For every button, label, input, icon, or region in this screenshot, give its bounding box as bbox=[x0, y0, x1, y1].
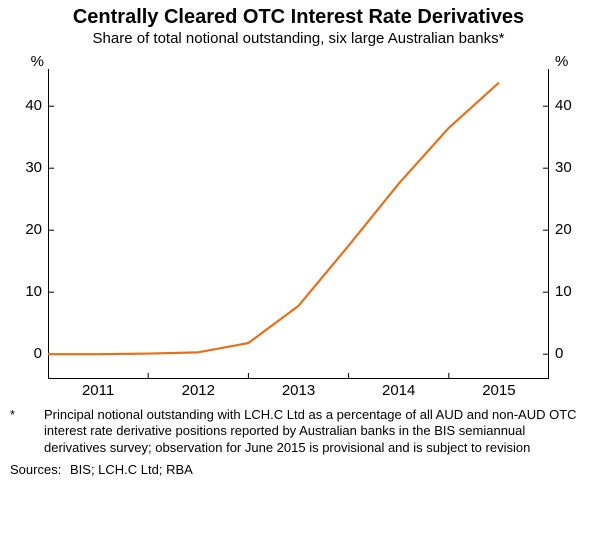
chart-title: Centrally Cleared OTC Interest Rate Deri… bbox=[10, 6, 587, 28]
footnote: * Principal notional outstanding with LC… bbox=[10, 407, 587, 456]
sources-text: BIS; LCH.C Ltd; RBA bbox=[70, 462, 193, 478]
sources-label: Sources: bbox=[10, 462, 70, 478]
y-tick-right: 0 bbox=[555, 345, 563, 362]
y-tick-left: 40 bbox=[10, 97, 42, 114]
y-tick-right: 40 bbox=[555, 97, 572, 114]
y-tick-left: 10 bbox=[10, 283, 42, 300]
chart-area: 0 0 10 10 20 20 30 30 40 40 2011 2012 2013 2014 2015%% bbox=[10, 51, 587, 401]
chart-svg bbox=[10, 51, 587, 401]
series-line bbox=[48, 83, 499, 355]
y-tick-right: 20 bbox=[555, 221, 572, 238]
x-tick-label: 2014 bbox=[382, 382, 415, 399]
chart-subtitle: Share of total notional outstanding, six… bbox=[10, 30, 587, 47]
x-tick-label: 2011 bbox=[82, 382, 114, 399]
y-tick-right: 10 bbox=[555, 283, 572, 300]
y-tick-right: 30 bbox=[555, 159, 572, 176]
x-tick-label: 2015 bbox=[482, 382, 515, 399]
x-tick-label: 2012 bbox=[182, 382, 215, 399]
footnote-text: Principal notional outstanding with LCH.… bbox=[44, 407, 587, 456]
y-tick-left: 0 bbox=[10, 345, 42, 362]
unit-left: % bbox=[10, 53, 44, 70]
sources: Sources: BIS; LCH.C Ltd; RBA bbox=[10, 462, 587, 478]
unit-right: % bbox=[555, 53, 568, 70]
y-tick-left: 20 bbox=[10, 221, 42, 238]
footnote-marker: * bbox=[10, 407, 44, 456]
x-tick-label: 2013 bbox=[282, 382, 315, 399]
y-tick-left: 30 bbox=[10, 159, 42, 176]
